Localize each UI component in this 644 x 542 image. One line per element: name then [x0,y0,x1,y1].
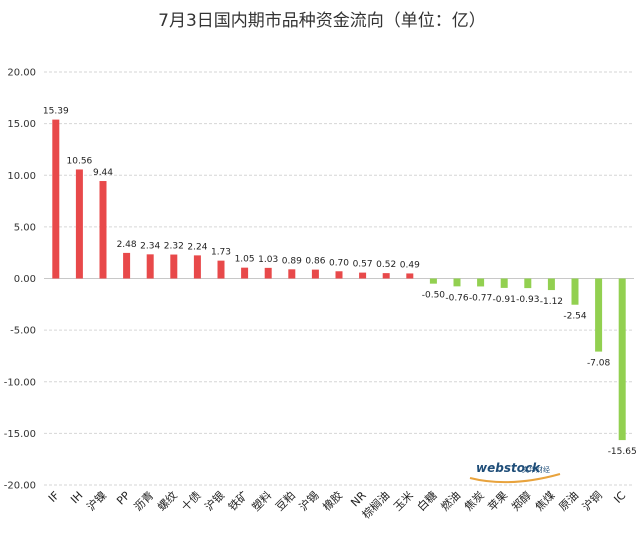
data-label: 2.48 [117,240,137,250]
bar [311,269,319,279]
bar [99,181,107,279]
data-label: 0.57 [353,260,373,270]
data-label: 1.05 [235,255,255,265]
x-category-label: 白糖 [414,488,439,513]
watermark-main-text: webstock [476,461,541,475]
bar [217,260,225,279]
bar [170,254,178,279]
bar [193,255,201,279]
x-category-label: 棕榈油 [359,488,392,521]
data-label: 0.86 [305,257,325,267]
bar [52,119,60,279]
y-axis-ticks: 20.00 15.00 10.00 5.00 0.00 -5.00 -10.00 -15.00… [4,68,36,492]
bar [406,273,414,279]
y-tick-label: 15.00 [7,119,36,130]
x-category-label: IH [68,489,85,506]
data-label: -2.54 [563,312,587,322]
y-tick-label: -20.00 [4,481,36,492]
bar [453,278,461,287]
x-category-label: 橡胶 [320,488,345,513]
chart-title: 7月3日国内期市品种资金流向（单位：亿） [158,11,486,31]
bar [595,278,603,352]
bar [75,169,83,279]
bar [335,271,343,279]
y-tick-label: -10.00 [4,377,36,388]
data-label: 10.56 [67,156,93,166]
y-tick-label: -5.00 [10,326,36,337]
data-label: 0.49 [400,260,420,270]
x-category-label: 沪银 [202,488,227,513]
x-category-label: 螺纹 [154,488,179,513]
y-tick-label: 0.00 [14,274,36,285]
data-label: 9.44 [93,168,113,178]
bar [477,278,485,287]
y-tick-label: 5.00 [14,222,36,233]
x-category-label: 十债 [178,488,203,513]
watermark-logo: webstock 文华财经 [469,461,561,484]
bar [241,267,249,279]
x-category-label: 原油 [556,488,581,513]
x-category-label: 沪铜 [579,488,604,513]
data-label: 0.89 [282,256,302,266]
watermark-swoosh [469,473,561,484]
data-label: 1.73 [211,248,231,258]
x-category-label: 铁矿 [226,489,251,514]
bar [571,278,579,305]
bar [500,278,508,288]
y-tick-label: -15.00 [4,429,36,440]
data-label: -1.12 [540,297,563,307]
bars [52,119,626,441]
bar [123,252,131,279]
data-label: -0.76 [445,293,469,303]
data-label: -0.91 [493,295,516,305]
data-label: -15.65 [608,447,637,457]
y-tick-label: 10.00 [7,171,36,182]
data-label: 1.03 [258,255,278,265]
x-category-label: IF [46,489,62,505]
x-category-label: PP [114,489,133,508]
x-category-label: 塑料 [249,488,274,513]
data-label: 0.70 [329,258,349,268]
bar [359,272,367,279]
data-label: 2.24 [187,242,207,252]
x-category-label: 玉米 [391,489,416,514]
data-label: 2.32 [164,242,184,252]
bar [429,278,437,284]
data-label: -7.08 [587,359,611,369]
bar [547,278,555,291]
x-category-label: 郑醇 [508,488,533,513]
x-category-label: 豆粕 [272,488,297,513]
x-category-label: 沪镍 [84,488,109,513]
data-label: -0.93 [516,295,539,305]
data-label: 2.34 [140,241,160,251]
bar [146,254,154,279]
data-label: 15.39 [43,107,69,117]
data-labels: 15.39 10.569.44 2.48 2.34 2.32 2.24 1.73 1.05 1.… [43,107,637,457]
x-category-label: 焦煤 [533,489,558,514]
x-category-label: IC [611,489,628,506]
bar [264,267,272,279]
y-tick-label: 20.00 [7,68,36,79]
x-category-label: 焦炭 [462,489,487,514]
data-label: 0.52 [376,260,396,270]
x-category-label: 燃油 [438,488,463,513]
watermark-sub-text: 文华财经 [522,465,550,474]
x-category-label: 沪锡 [296,488,321,513]
bar [524,278,532,289]
x-category-label: 苹果 [485,488,510,513]
x-category-label: 沥青 [132,489,157,514]
bar [382,273,390,279]
data-label: -0.50 [422,291,446,301]
bar [288,269,296,279]
data-label: -0.77 [469,293,492,303]
bar [618,278,626,441]
